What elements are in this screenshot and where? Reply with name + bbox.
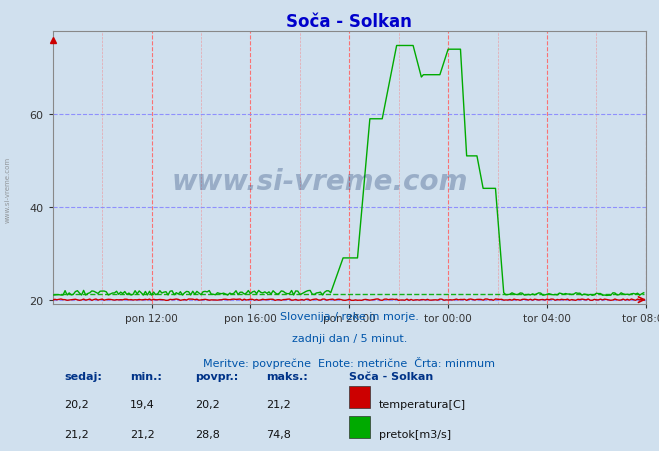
Text: www.si-vreme.com: www.si-vreme.com xyxy=(5,156,11,222)
Bar xyxy=(349,386,370,409)
Text: pretok[m3/s]: pretok[m3/s] xyxy=(379,428,451,438)
Text: 74,8: 74,8 xyxy=(266,428,291,438)
Text: 19,4: 19,4 xyxy=(130,399,155,409)
Text: www.si-vreme.com: www.si-vreme.com xyxy=(171,168,468,196)
Bar xyxy=(349,416,370,438)
Text: zadnji dan / 5 minut.: zadnji dan / 5 minut. xyxy=(291,334,407,344)
Text: 21,2: 21,2 xyxy=(266,399,291,409)
Text: Soča - Solkan: Soča - Solkan xyxy=(349,371,434,381)
Text: 20,2: 20,2 xyxy=(195,399,220,409)
Text: povpr.:: povpr.: xyxy=(195,371,239,381)
Text: maks.:: maks.: xyxy=(266,371,308,381)
Text: 21,2: 21,2 xyxy=(65,428,90,438)
Title: Soča - Solkan: Soča - Solkan xyxy=(286,14,413,32)
Text: 28,8: 28,8 xyxy=(195,428,220,438)
Text: Meritve: povprečne  Enote: metrične  Črta: minmum: Meritve: povprečne Enote: metrične Črta:… xyxy=(203,356,496,368)
Text: 21,2: 21,2 xyxy=(130,428,155,438)
Text: sedaj:: sedaj: xyxy=(65,371,102,381)
Text: Slovenija / reke in morje.: Slovenija / reke in morje. xyxy=(280,311,418,321)
Text: min.:: min.: xyxy=(130,371,161,381)
Text: temperatura[C]: temperatura[C] xyxy=(379,399,466,409)
Text: 20,2: 20,2 xyxy=(65,399,90,409)
